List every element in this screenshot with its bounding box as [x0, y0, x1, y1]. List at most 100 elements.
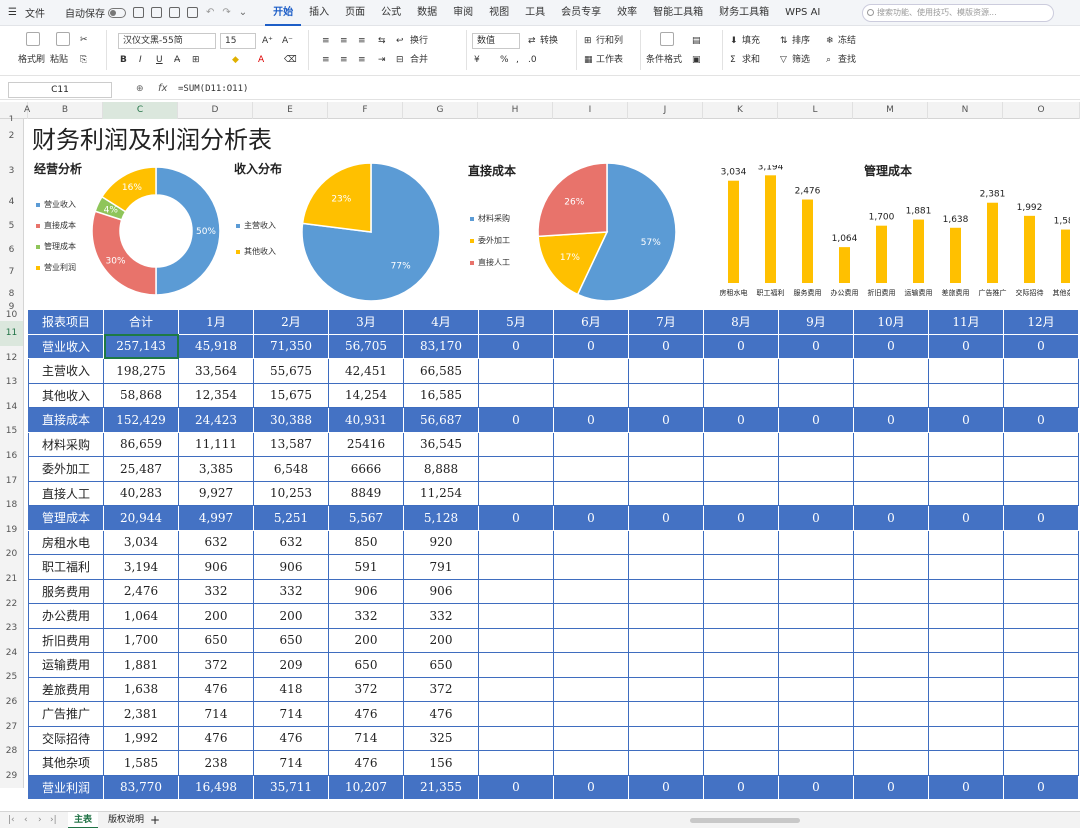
font-size-select[interactable]: 15 — [220, 33, 256, 49]
row-header[interactable]: 22 — [0, 591, 24, 617]
table-cell[interactable] — [628, 456, 704, 482]
fill-icon[interactable]: ⬇ — [730, 36, 738, 46]
table-cell[interactable]: 0 — [478, 774, 554, 800]
table-cell[interactable] — [478, 676, 554, 702]
thousands-icon[interactable]: , — [516, 55, 519, 65]
row-label-cell[interactable]: 主营收入 — [28, 358, 104, 384]
table-cell[interactable]: 372 — [328, 676, 404, 702]
row-header[interactable]: 19 — [0, 517, 24, 543]
name-box[interactable]: C11 — [8, 82, 112, 98]
redo-icon[interactable]: ↷ — [222, 7, 231, 18]
table-cell[interactable]: 8849 — [328, 480, 404, 506]
table-cell[interactable] — [928, 456, 1004, 482]
table-cell[interactable] — [628, 603, 704, 629]
table-cell[interactable] — [553, 701, 629, 727]
row-header[interactable]: 13 — [0, 370, 24, 395]
tab-7[interactable]: 工具 — [525, 6, 546, 18]
table-cell[interactable] — [1003, 554, 1079, 580]
find-icon[interactable]: ⌕ — [826, 55, 832, 65]
align-top-icon[interactable]: ≡ — [322, 36, 330, 46]
table-cell[interactable] — [703, 750, 779, 776]
table-cell[interactable] — [553, 554, 629, 580]
table-cell[interactable] — [628, 529, 704, 555]
table-cell[interactable] — [928, 382, 1004, 408]
table-cell[interactable] — [628, 725, 704, 751]
table-cell[interactable]: 6666 — [328, 456, 404, 482]
table-cell[interactable]: 591 — [328, 554, 404, 580]
table-cell[interactable]: 5,567 — [328, 505, 404, 531]
row-label-cell[interactable]: 其他杂项 — [28, 750, 104, 776]
row-header[interactable]: 20 — [0, 542, 24, 567]
table-header-cell[interactable]: 10月 — [853, 309, 929, 335]
menu-icon[interactable]: ☰ — [8, 7, 17, 18]
sort-icon[interactable]: ⇅ — [780, 36, 788, 46]
table-cell[interactable] — [928, 358, 1004, 384]
table-cell[interactable]: 20,944 — [103, 505, 179, 531]
table-cell[interactable]: 16,498 — [178, 774, 254, 800]
strikethrough-icon[interactable]: A̶ — [174, 55, 181, 65]
column-header-F[interactable]: F — [328, 102, 403, 119]
table-cell[interactable] — [1003, 750, 1079, 776]
table-cell[interactable] — [853, 456, 929, 482]
table-header-cell[interactable]: 3月 — [328, 309, 404, 335]
table-cell[interactable] — [703, 529, 779, 555]
filter-button[interactable]: 筛选 — [792, 55, 811, 65]
row-header[interactable]: 29 — [0, 763, 24, 789]
text-direction-icon[interactable]: ⇆ — [378, 36, 386, 46]
find-button[interactable]: 查找 — [838, 55, 857, 65]
row-label-cell[interactable]: 广告推广 — [28, 701, 104, 727]
table-cell[interactable] — [553, 358, 629, 384]
table-cell[interactable]: 906 — [178, 554, 254, 580]
row-header[interactable]: 21 — [0, 567, 24, 592]
table-cell[interactable] — [928, 554, 1004, 580]
fill-button[interactable]: 填充 — [742, 36, 761, 46]
tab-6[interactable]: 视图 — [489, 6, 510, 18]
row-header[interactable]: 24 — [0, 640, 24, 666]
table-cell[interactable] — [778, 652, 854, 678]
convert-button[interactable]: 转换 — [540, 36, 559, 46]
table-cell[interactable]: 198,275 — [103, 358, 179, 384]
cell-style-icon[interactable]: ▣ — [692, 55, 701, 65]
table-cell[interactable]: 0 — [778, 407, 854, 433]
table-cell[interactable]: 40,283 — [103, 480, 179, 506]
table-cell[interactable]: 152,429 — [103, 407, 179, 433]
row-header[interactable]: 9 — [0, 303, 24, 312]
last-sheet-icon[interactable]: ›| — [50, 815, 57, 825]
table-cell[interactable]: 418 — [253, 676, 329, 702]
table-cell[interactable]: 0 — [853, 505, 929, 531]
paste-button[interactable]: 粘贴 — [50, 55, 69, 65]
table-header-cell[interactable]: 合计 — [103, 309, 179, 335]
table-cell[interactable]: 920 — [403, 529, 479, 555]
indent-icon[interactable]: ⇥ — [378, 55, 386, 65]
table-cell[interactable]: 45,918 — [178, 333, 254, 359]
table-cell[interactable] — [853, 554, 929, 580]
prev-sheet-icon[interactable]: ‹ — [24, 815, 28, 825]
table-cell[interactable]: 10,207 — [328, 774, 404, 800]
row-header[interactable]: 27 — [0, 714, 24, 740]
table-cell[interactable]: 0 — [553, 407, 629, 433]
table-cell[interactable] — [928, 750, 1004, 776]
table-cell[interactable] — [703, 676, 779, 702]
table-cell[interactable] — [853, 652, 929, 678]
table-cell[interactable] — [928, 480, 1004, 506]
table-cell[interactable] — [553, 578, 629, 604]
table-cell[interactable]: 0 — [628, 333, 704, 359]
table-header-cell[interactable]: 报表项目 — [28, 309, 104, 335]
underline-icon[interactable]: U — [156, 55, 163, 65]
column-header-G[interactable]: G — [403, 102, 478, 119]
table-cell[interactable] — [703, 554, 779, 580]
rows-cols-button[interactable]: 行和列 — [596, 36, 624, 46]
table-cell[interactable]: 791 — [403, 554, 479, 580]
rows-cols-icon[interactable]: ⊞ — [584, 36, 592, 46]
row-label-cell[interactable]: 房租水电 — [28, 529, 104, 555]
table-cell[interactable] — [928, 652, 1004, 678]
table-cell[interactable]: 632 — [253, 529, 329, 555]
table-cell[interactable]: 1,064 — [103, 603, 179, 629]
merge-button[interactable]: 合并 — [410, 55, 429, 65]
table-cell[interactable]: 42,451 — [328, 358, 404, 384]
table-cell[interactable]: 906 — [328, 578, 404, 604]
table-cell[interactable]: 56,687 — [403, 407, 479, 433]
table-cell[interactable]: 35,711 — [253, 774, 329, 800]
table-cell[interactable] — [853, 480, 929, 506]
table-cell[interactable]: 66,585 — [403, 358, 479, 384]
